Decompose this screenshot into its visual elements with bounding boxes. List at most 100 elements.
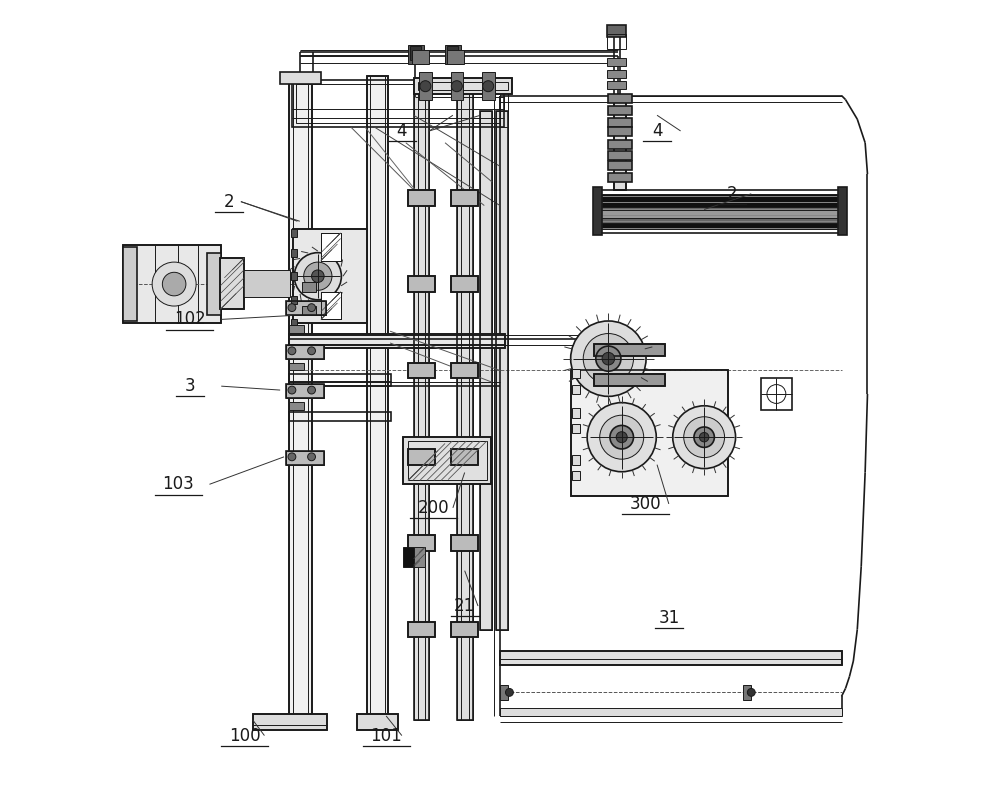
- Bar: [293, 229, 367, 323]
- Bar: [286, 344, 324, 359]
- Bar: [607, 58, 626, 65]
- Text: 200: 200: [417, 499, 449, 517]
- Bar: [594, 190, 842, 233]
- Bar: [289, 334, 505, 348]
- Bar: [608, 139, 632, 149]
- Bar: [414, 91, 429, 720]
- Bar: [572, 369, 580, 378]
- Circle shape: [616, 432, 627, 443]
- Bar: [761, 378, 792, 410]
- Bar: [594, 344, 665, 356]
- Text: 2: 2: [224, 192, 234, 210]
- Bar: [608, 94, 632, 103]
- Bar: [496, 111, 508, 630]
- Bar: [457, 91, 473, 720]
- Bar: [445, 45, 461, 64]
- Text: 21: 21: [454, 597, 475, 615]
- Text: 300: 300: [629, 495, 661, 513]
- Text: 102: 102: [174, 310, 206, 329]
- Bar: [614, 95, 626, 190]
- Bar: [451, 72, 463, 99]
- Bar: [743, 685, 751, 701]
- Bar: [289, 334, 505, 348]
- Bar: [403, 437, 491, 485]
- Circle shape: [684, 417, 725, 458]
- Bar: [419, 72, 432, 99]
- Bar: [608, 151, 632, 160]
- Circle shape: [600, 415, 644, 459]
- Circle shape: [694, 427, 714, 448]
- Bar: [302, 306, 316, 315]
- Bar: [414, 547, 425, 567]
- Bar: [293, 229, 367, 323]
- Bar: [410, 46, 421, 60]
- Circle shape: [312, 270, 324, 283]
- Bar: [451, 449, 478, 465]
- Bar: [614, 95, 626, 190]
- Bar: [480, 111, 492, 630]
- Bar: [594, 374, 665, 386]
- Bar: [286, 344, 324, 359]
- Bar: [594, 207, 842, 223]
- Bar: [302, 283, 316, 292]
- Bar: [500, 651, 842, 665]
- Bar: [408, 277, 435, 292]
- Bar: [482, 72, 495, 99]
- Bar: [451, 362, 478, 378]
- Bar: [408, 449, 435, 465]
- Bar: [289, 402, 304, 410]
- Circle shape: [420, 80, 431, 91]
- Bar: [480, 111, 492, 630]
- Bar: [408, 535, 435, 551]
- Bar: [253, 715, 327, 730]
- Text: 4: 4: [652, 122, 662, 140]
- Bar: [408, 535, 435, 551]
- Bar: [594, 374, 665, 386]
- Bar: [367, 76, 388, 720]
- Circle shape: [451, 80, 462, 91]
- Bar: [408, 190, 435, 206]
- Bar: [447, 50, 464, 64]
- Bar: [451, 277, 478, 292]
- Text: 2: 2: [726, 184, 737, 203]
- Bar: [286, 301, 326, 315]
- Bar: [608, 173, 632, 182]
- Bar: [289, 362, 304, 370]
- Bar: [451, 622, 478, 637]
- Bar: [572, 385, 580, 394]
- Circle shape: [308, 453, 315, 461]
- Circle shape: [747, 689, 755, 697]
- Circle shape: [304, 262, 332, 290]
- Bar: [403, 437, 491, 485]
- Circle shape: [602, 352, 615, 365]
- Circle shape: [288, 347, 296, 355]
- Bar: [408, 449, 435, 465]
- Bar: [451, 449, 478, 465]
- Bar: [608, 161, 632, 170]
- Bar: [286, 451, 324, 465]
- Bar: [243, 270, 290, 297]
- Bar: [593, 187, 602, 236]
- Bar: [500, 708, 842, 716]
- Bar: [414, 78, 512, 94]
- Bar: [496, 111, 508, 630]
- Bar: [408, 45, 424, 64]
- Bar: [289, 325, 304, 333]
- Bar: [292, 80, 504, 127]
- Circle shape: [308, 303, 315, 311]
- Circle shape: [152, 262, 196, 306]
- Bar: [408, 190, 435, 206]
- Bar: [572, 424, 580, 433]
- Bar: [286, 451, 324, 465]
- Circle shape: [596, 346, 621, 371]
- Bar: [408, 362, 435, 378]
- Bar: [289, 412, 391, 422]
- Circle shape: [308, 386, 315, 394]
- Circle shape: [483, 80, 494, 91]
- Bar: [607, 35, 626, 49]
- Bar: [457, 91, 473, 720]
- Bar: [594, 210, 842, 218]
- Bar: [608, 127, 632, 136]
- Bar: [572, 408, 580, 418]
- Bar: [572, 471, 580, 481]
